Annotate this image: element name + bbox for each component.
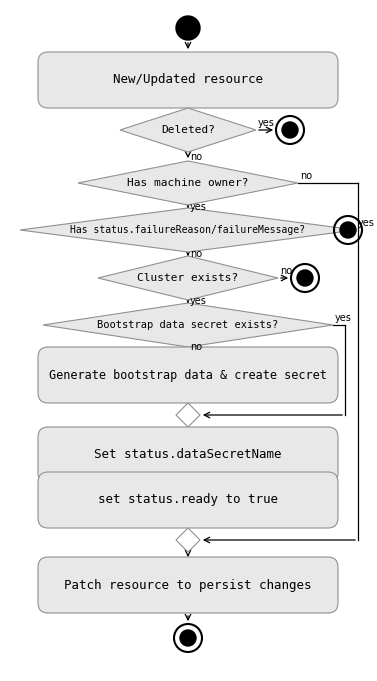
Text: Has status.failureReason/failureMessage?: Has status.failureReason/failureMessage? [70,225,305,235]
Polygon shape [78,161,298,205]
Text: yes: yes [190,296,207,306]
Circle shape [180,630,196,646]
Polygon shape [43,303,333,347]
FancyBboxPatch shape [38,52,338,108]
Text: no: no [280,266,292,276]
Polygon shape [176,528,200,552]
Circle shape [282,122,298,138]
Text: Patch resource to persist changes: Patch resource to persist changes [64,578,312,592]
Text: no: no [190,342,202,352]
Text: Cluster exists?: Cluster exists? [137,273,239,283]
Text: Has machine owner?: Has machine owner? [127,178,249,188]
Text: Generate bootstrap data & create secret: Generate bootstrap data & create secret [49,368,327,381]
FancyBboxPatch shape [38,557,338,613]
Text: yes: yes [258,118,275,128]
Text: no: no [300,171,312,181]
FancyBboxPatch shape [38,472,338,528]
Circle shape [340,222,356,238]
Circle shape [176,16,200,40]
Text: Bootstrap data secret exists?: Bootstrap data secret exists? [97,320,279,330]
FancyBboxPatch shape [38,347,338,403]
Text: set status.ready to true: set status.ready to true [98,494,278,507]
Polygon shape [98,256,278,300]
Circle shape [297,270,313,286]
Text: New/Updated resource: New/Updated resource [113,74,263,86]
Text: no: no [190,249,202,259]
FancyBboxPatch shape [38,427,338,483]
Text: Set status.dataSecretName: Set status.dataSecretName [94,449,282,462]
Text: Deleted?: Deleted? [161,125,215,135]
Text: yes: yes [335,313,352,323]
Text: no: no [190,151,202,161]
Polygon shape [120,108,256,152]
Text: yes: yes [190,202,207,212]
Polygon shape [20,208,356,252]
Polygon shape [176,403,200,427]
Text: yes: yes [358,218,375,228]
